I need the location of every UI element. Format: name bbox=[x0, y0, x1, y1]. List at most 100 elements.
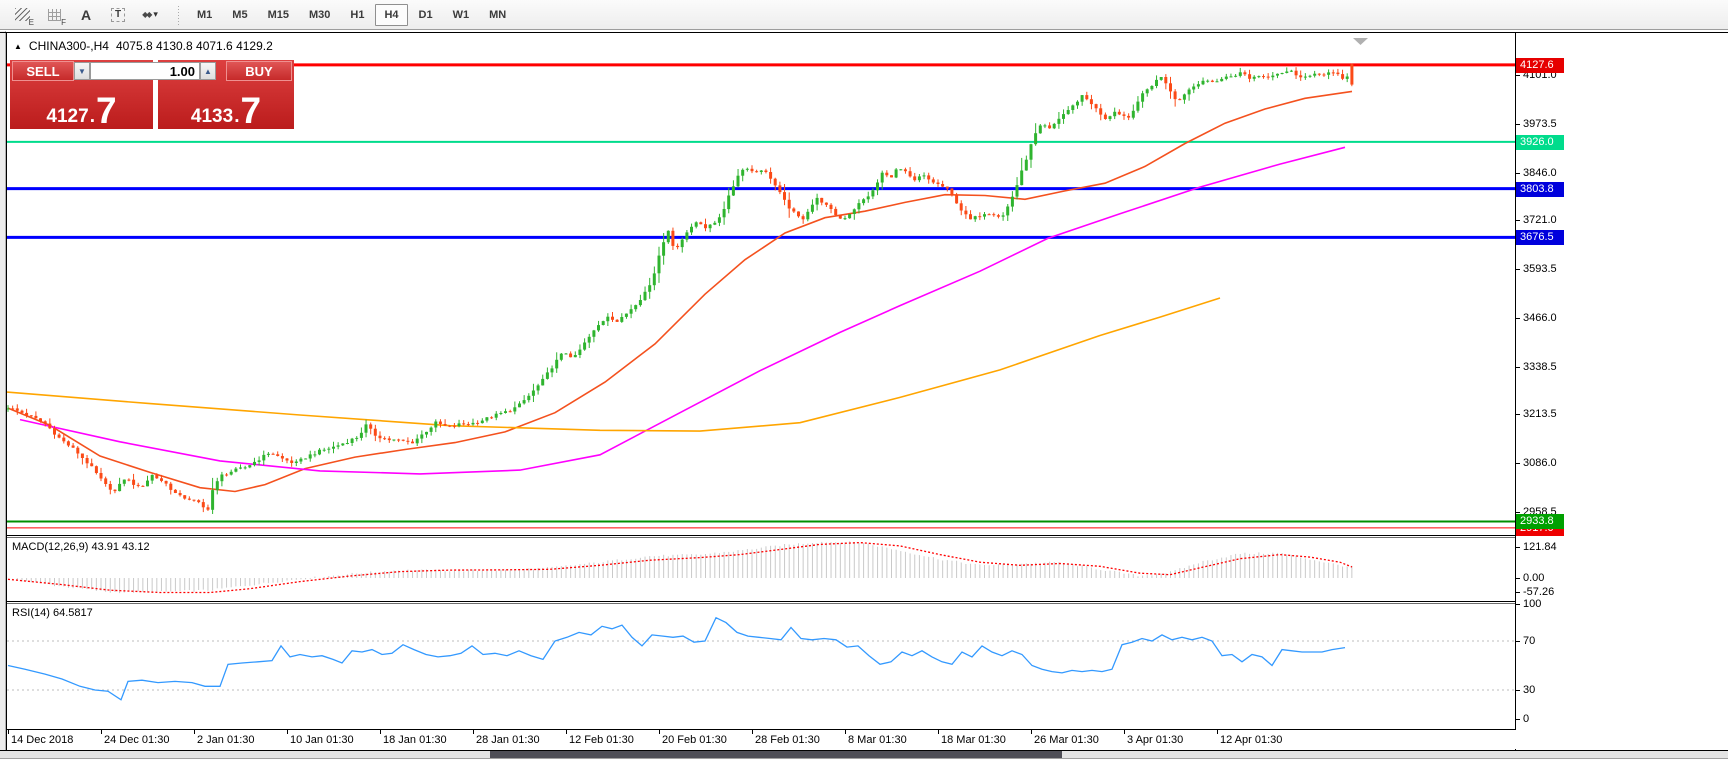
price-badge: 2917.0 bbox=[1516, 521, 1564, 536]
price-chart-canvas[interactable] bbox=[7, 33, 1515, 535]
sell-price-dot: . bbox=[89, 106, 95, 127]
macd-bottom-border bbox=[7, 601, 1515, 602]
date-label: 18 Jan 01:30 bbox=[383, 734, 447, 746]
timeframe-w1[interactable]: W1 bbox=[452, 8, 470, 21]
price-tick-label: 2958.5 bbox=[1523, 506, 1557, 518]
date-tick bbox=[566, 730, 567, 734]
date-label: 8 Mar 01:30 bbox=[848, 734, 907, 746]
date-label: 2 Jan 01:30 bbox=[197, 734, 255, 746]
rsi-label: RSI(14) 64.5817 bbox=[12, 607, 93, 619]
volume-decrease-button[interactable]: ▼ bbox=[74, 62, 90, 80]
plot-right-border bbox=[1515, 32, 1516, 751]
symbol-name: CHINA300-,H4 bbox=[28, 39, 109, 53]
plot-left-border bbox=[6, 32, 7, 751]
chart-title: ▲ CHINA300-,H4 4075.8 4130.8 4071.6 4129… bbox=[14, 39, 273, 53]
price-badge: 3676.5 bbox=[1516, 230, 1564, 245]
rsi-tick-label: 100 bbox=[1523, 598, 1542, 610]
price-badge: 3926.0 bbox=[1516, 135, 1564, 150]
buy-price-main: 4133 bbox=[190, 106, 234, 127]
date-label: 12 Apr 01:30 bbox=[1220, 734, 1283, 746]
spin-up-icon: ▲ bbox=[204, 66, 212, 76]
date-label: 3 Apr 01:30 bbox=[1127, 734, 1184, 746]
sell-price: 4127 . 7 bbox=[10, 90, 153, 132]
rsi-tick-label: 0 bbox=[1523, 713, 1530, 725]
timeframe-group: M1 M5 M15 M30 H1 H4 D1 W1 MN bbox=[187, 0, 516, 29]
price-badge: 4127.6 bbox=[1516, 58, 1564, 73]
date-tick bbox=[1031, 730, 1032, 734]
date-tick bbox=[938, 730, 939, 734]
date-tick bbox=[8, 730, 9, 734]
macd-panel-canvas[interactable] bbox=[7, 538, 1515, 601]
timeframe-m30[interactable]: M30 bbox=[308, 8, 331, 21]
fibonacci-grid-button[interactable]: F bbox=[40, 2, 68, 28]
ma-mid-line bbox=[19, 146, 1346, 475]
chart-shift-marker bbox=[1353, 38, 1368, 45]
symbol-marker-icon: ▲ bbox=[14, 41, 22, 51]
text-label-icon: T bbox=[110, 7, 126, 22]
horizontal-scrollbar[interactable] bbox=[0, 751, 1728, 758]
arrows-tool-button[interactable]: ◆◆ ▾ bbox=[136, 2, 164, 28]
timeframe-h1[interactable]: H1 bbox=[350, 8, 365, 21]
timeframe-m1[interactable]: M1 bbox=[197, 8, 213, 21]
date-axis-border bbox=[0, 750, 1728, 751]
text-tool-icon: A bbox=[80, 6, 92, 23]
buy-button[interactable]: BUY bbox=[226, 61, 292, 81]
timeframe-m5[interactable]: M5 bbox=[232, 8, 248, 21]
crosshatch-icon bbox=[14, 8, 30, 21]
chevron-down-icon: ▾ bbox=[153, 9, 158, 19]
timeframe-mn[interactable]: MN bbox=[489, 8, 507, 21]
rsi-line bbox=[7, 616, 1346, 701]
macd-separator[interactable] bbox=[7, 537, 1515, 538]
date-label: 14 Dec 2018 bbox=[11, 734, 74, 746]
price-tick-label: 3593.5 bbox=[1523, 263, 1557, 275]
price-badge: 3803.8 bbox=[1516, 182, 1564, 197]
price-tick-label: 4101.0 bbox=[1523, 69, 1557, 81]
ma-fast-line bbox=[7, 90, 1353, 493]
sell-price-main: 4127 bbox=[46, 106, 89, 127]
timeframe-h4[interactable]: H4 bbox=[375, 3, 408, 26]
horizontal-scrollbar-thumb[interactable] bbox=[490, 751, 1062, 758]
text-label-tool-button[interactable]: T bbox=[104, 2, 132, 28]
price-badge: 2933.8 bbox=[1516, 514, 1564, 529]
grid-sub-label: F bbox=[61, 17, 66, 27]
crosshatch-sub-label: E bbox=[28, 17, 34, 27]
price-tick-label: 3721.0 bbox=[1523, 214, 1557, 226]
rsi-panel-canvas[interactable] bbox=[7, 604, 1515, 729]
date-label: 10 Jan 01:30 bbox=[290, 734, 354, 746]
crosshatch-draw-button[interactable]: E bbox=[8, 2, 36, 28]
arrows-icon: ◆◆ bbox=[142, 10, 152, 19]
macd-tick-label: 0.00 bbox=[1523, 572, 1545, 584]
macd-label: MACD(12,26,9) 43.91 43.12 bbox=[12, 541, 150, 553]
window-frame-left bbox=[0, 31, 6, 759]
volume-input[interactable] bbox=[90, 62, 200, 80]
timeframe-d1[interactable]: D1 bbox=[418, 8, 433, 21]
date-label: 24 Dec 01:30 bbox=[104, 734, 170, 746]
toolbar-handle[interactable] bbox=[176, 4, 181, 25]
date-tick bbox=[380, 730, 381, 734]
buy-price-pip: 7 bbox=[240, 90, 262, 132]
rsi-separator[interactable] bbox=[7, 603, 1515, 604]
timeframe-m15[interactable]: M15 bbox=[267, 8, 289, 21]
date-tick bbox=[1124, 730, 1125, 734]
chart-top-border bbox=[0, 32, 1728, 33]
date-label: 28 Jan 01:30 bbox=[476, 734, 540, 746]
one-click-trading-panel: 4127 . 7 4133 . 7 SELL ▼ ▲ BUY bbox=[10, 60, 294, 129]
rsi-tick-label: 30 bbox=[1523, 684, 1536, 696]
price-tick-label: 3338.5 bbox=[1523, 361, 1557, 373]
ma-slow-line bbox=[7, 297, 1221, 432]
sell-price-pip: 7 bbox=[95, 90, 117, 132]
date-tick bbox=[194, 730, 195, 734]
sell-button[interactable]: SELL bbox=[12, 61, 74, 81]
rsi-bottom-border bbox=[7, 729, 1515, 730]
date-tick bbox=[752, 730, 753, 734]
text-tool-button[interactable]: A bbox=[72, 2, 100, 28]
macd-tick-label: -57.26 bbox=[1523, 586, 1555, 598]
date-label: 18 Mar 01:30 bbox=[941, 734, 1006, 746]
spin-down-icon: ▼ bbox=[78, 66, 86, 76]
price-tick-label: 3466.0 bbox=[1523, 312, 1557, 324]
chart-bottom-border bbox=[7, 535, 1515, 536]
price-tick-label: 3086.0 bbox=[1523, 457, 1557, 469]
date-label: 28 Feb 01:30 bbox=[755, 734, 820, 746]
volume-increase-button[interactable]: ▲ bbox=[200, 62, 216, 80]
